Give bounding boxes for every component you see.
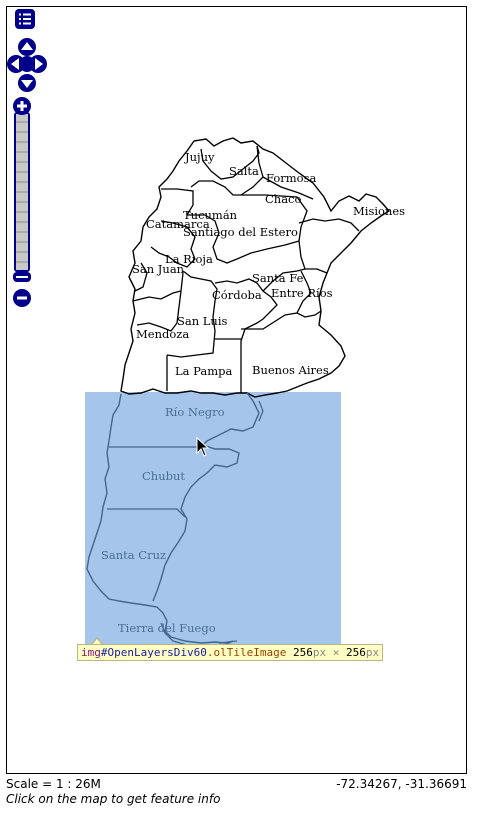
label-tierra-del-fuego: Tierra del Fuego [118, 621, 216, 635]
country-outline-north [120, 137, 391, 398]
layer-switcher-button[interactable] [14, 8, 36, 30]
zoom-bar[interactable] [14, 112, 30, 272]
country-outline-south [86, 392, 260, 644]
minus-icon [13, 289, 31, 307]
label-la-pampa: La Pampa [175, 364, 232, 378]
zoom-slider-handle[interactable] [12, 268, 32, 282]
label-salta: Salta [229, 164, 259, 178]
label-tucuman: Tucumán [183, 208, 238, 222]
list-icon [15, 9, 35, 29]
tooltip-width: 256 [292, 646, 313, 659]
tooltip-class: .olTileImage [206, 646, 287, 659]
argentina-map[interactable]: Jujuy Salta Formosa Chaco Misiones Tucum… [7, 7, 467, 774]
zoom-in-button[interactable] [12, 96, 32, 116]
label-rio-negro: Río Negro [165, 405, 225, 419]
label-san-juan: San Juan [132, 262, 185, 276]
label-entre-rios: Entre Ríos [271, 286, 333, 300]
tooltip-height: 256 [345, 646, 366, 659]
label-santa-fe: Santa Fe [252, 271, 304, 285]
mouse-cursor-icon [196, 436, 210, 461]
scale-text: Scale = 1 : 26M [6, 777, 101, 791]
label-misiones: Misiones [353, 204, 405, 218]
province-borders [132, 145, 360, 393]
element-inspector-tooltip: img#OpenLayersDiv60.olTileImage 256px × … [77, 644, 384, 661]
zoom-out-button[interactable] [12, 288, 32, 308]
label-la-rioja: La Rioja [165, 252, 213, 266]
feature-info-hint: Click on the map to get feature info [6, 792, 221, 806]
highlighted-tile [85, 392, 341, 648]
pan-arrows-icon [7, 38, 47, 92]
pan-control[interactable] [6, 36, 48, 92]
patagonia-borders [107, 400, 264, 518]
label-mendoza: Mendoza [136, 327, 189, 341]
tooltip-height-unit: px [365, 646, 380, 659]
label-buenos-aires: Buenos Aires [252, 363, 329, 377]
tooltip-tag: img [81, 646, 101, 659]
zoom-bar-ticks-icon [14, 112, 30, 272]
label-santa-cruz: Santa Cruz [101, 548, 166, 562]
label-cordoba: Córdoba [212, 288, 262, 302]
label-jujuy: Jujuy [184, 150, 215, 164]
label-chubut: Chubut [142, 469, 185, 483]
tooltip-width-unit: px [312, 646, 327, 659]
mouse-position-text: -72.34267, -31.36691 [336, 777, 467, 791]
label-formosa: Formosa [266, 171, 317, 185]
label-catamarca: Catamarca [146, 217, 210, 231]
tooltip-arrow-inner [92, 639, 102, 645]
tooltip-times: × [326, 646, 346, 659]
label-chaco: Chaco [265, 192, 302, 206]
tooltip-id: #OpenLayersDiv60 [100, 646, 207, 659]
plus-icon [13, 97, 31, 115]
slider-handle-icon [13, 272, 31, 282]
label-santiago: Santiago del Estero [183, 225, 298, 239]
label-san-luis: San Luis [177, 314, 228, 328]
